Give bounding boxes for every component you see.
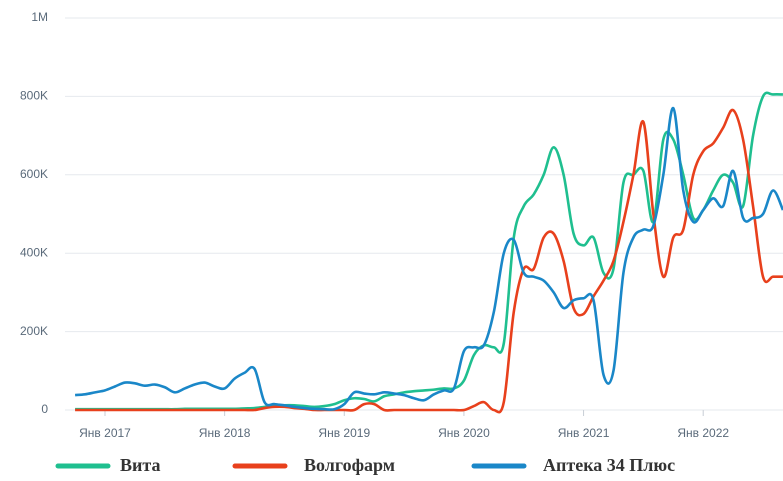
series-line — [74, 106, 783, 411]
series-line — [75, 108, 783, 414]
legend-label: Волгофарм — [304, 455, 395, 475]
y-tick-label: 0 — [41, 402, 48, 416]
y-tick-label: 1M — [31, 10, 48, 24]
y-tick-label: 800K — [20, 89, 48, 103]
x-tick-label: Янв 2018 — [199, 426, 251, 440]
x-tick-label: Янв 2021 — [558, 426, 610, 440]
y-tick-label: 200K — [20, 324, 48, 338]
x-tick-label: Янв 2017 — [79, 426, 131, 440]
x-tick-label: Янв 2022 — [677, 426, 729, 440]
x-tick-label: Янв 2020 — [438, 426, 490, 440]
x-tick-label: Янв 2019 — [318, 426, 370, 440]
legend-label: Аптека 34 Плюс — [543, 455, 675, 475]
y-tick-label: 400K — [20, 245, 48, 259]
y-tick-label: 600K — [20, 167, 48, 181]
legend-label: Вита — [120, 455, 160, 475]
